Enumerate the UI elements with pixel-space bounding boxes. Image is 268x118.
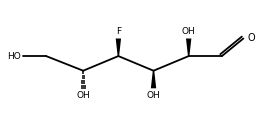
Text: OH: OH xyxy=(182,27,196,36)
Text: HO: HO xyxy=(7,52,21,61)
Text: OH: OH xyxy=(76,91,90,100)
Polygon shape xyxy=(116,38,121,56)
Text: OH: OH xyxy=(147,91,161,100)
Text: F: F xyxy=(116,27,121,36)
Text: O: O xyxy=(247,33,255,42)
Polygon shape xyxy=(151,71,156,88)
Polygon shape xyxy=(186,38,191,56)
